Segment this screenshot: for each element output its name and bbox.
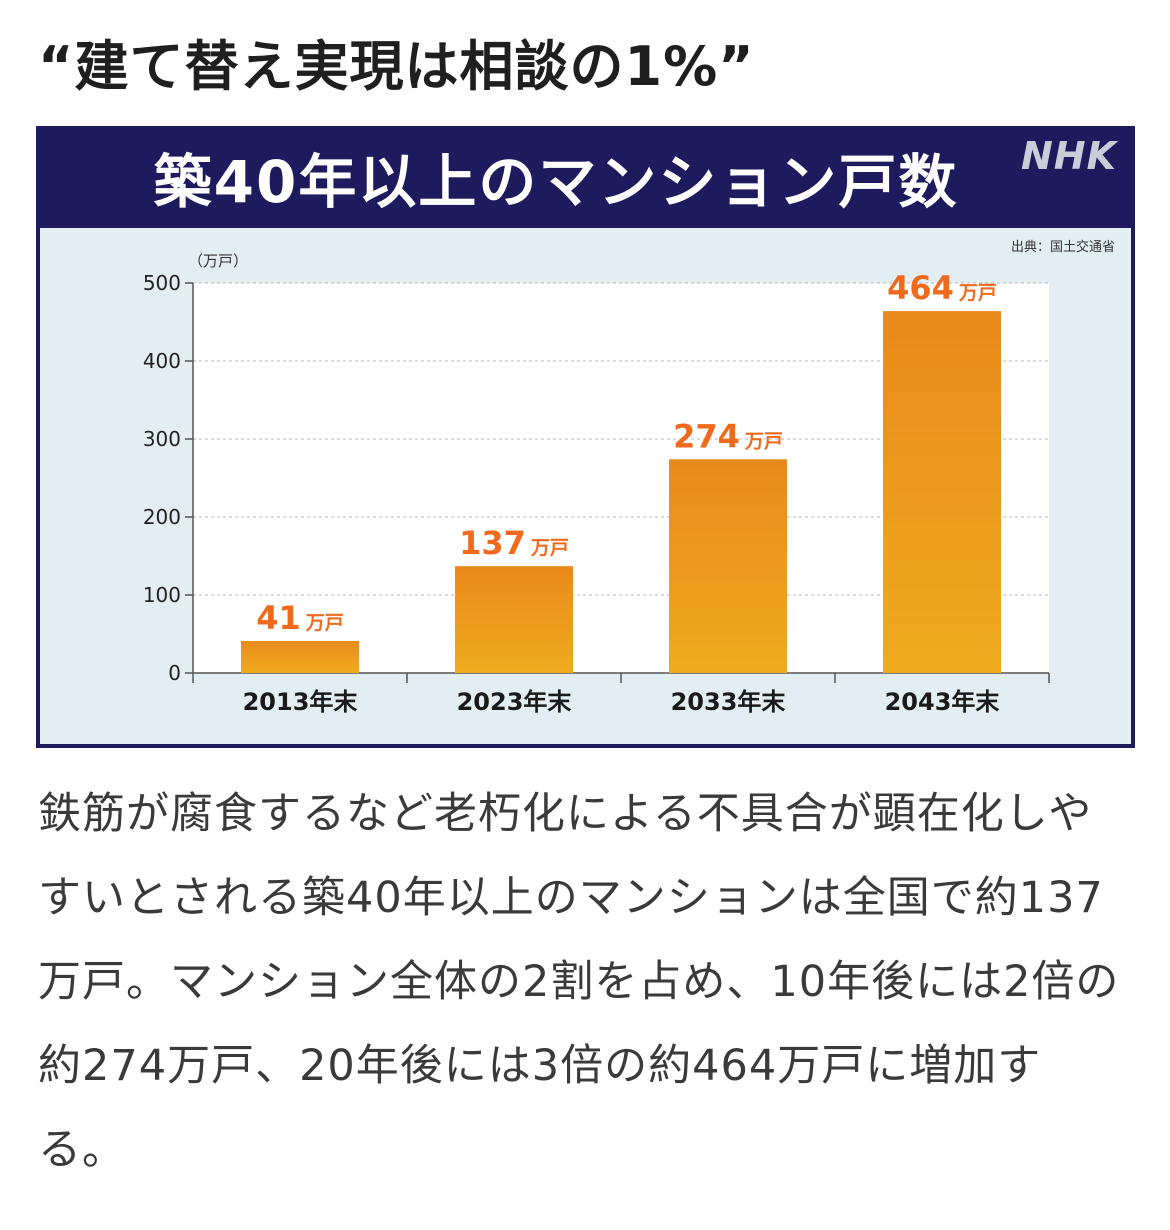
data-label: 464 万戸 — [887, 269, 997, 307]
x-tick-label: 2023年末 — [457, 688, 573, 716]
bar — [669, 459, 787, 673]
data-label: 274 万戸 — [673, 417, 783, 455]
y-tick-label: 300 — [143, 427, 181, 451]
article-body-text: 鉄筋が腐食するなど老朽化による不具合が顕在化しやすいとされる築40年以上のマンシ… — [38, 789, 1120, 1175]
nhk-logo: NHK — [1020, 134, 1117, 178]
article-headline: “建て替え実現は相談の1%” — [38, 35, 755, 98]
chart-title: 築40年以上のマンション戸数 — [153, 148, 959, 216]
chart-figure: 築40年以上のマンション戸数 NHK 出典：国土交通省 （万戸） 0 100 200 3… — [36, 126, 1135, 748]
data-label: 137 万戸 — [459, 524, 569, 562]
bar — [883, 311, 1001, 673]
y-tick-label: 100 — [143, 583, 181, 607]
chart-source: 出典：国土交通省 — [1010, 240, 1115, 255]
bar-chart: （万戸） 0 100 200 300 400 500 2013年末 41 万戸 2023年末 137 万… — [143, 252, 1050, 716]
data-label: 41 万戸 — [256, 599, 344, 637]
bar — [241, 641, 359, 673]
x-tick-label: 2013年末 — [243, 688, 359, 716]
y-tick-label: 200 — [143, 505, 181, 529]
y-tick-label: 0 — [168, 661, 181, 685]
chart-panel: 出典：国土交通省 （万戸） 0 100 200 300 400 500 2013年末 41 万戸 2… — [40, 228, 1131, 744]
x-tick-label: 2033年末 — [671, 688, 787, 716]
bar — [455, 566, 573, 673]
x-tick-label: 2043年末 — [885, 688, 1001, 716]
y-axis-label: （万戸） — [188, 252, 248, 270]
y-tick-label: 400 — [143, 349, 181, 373]
y-tick-label: 500 — [143, 271, 181, 295]
